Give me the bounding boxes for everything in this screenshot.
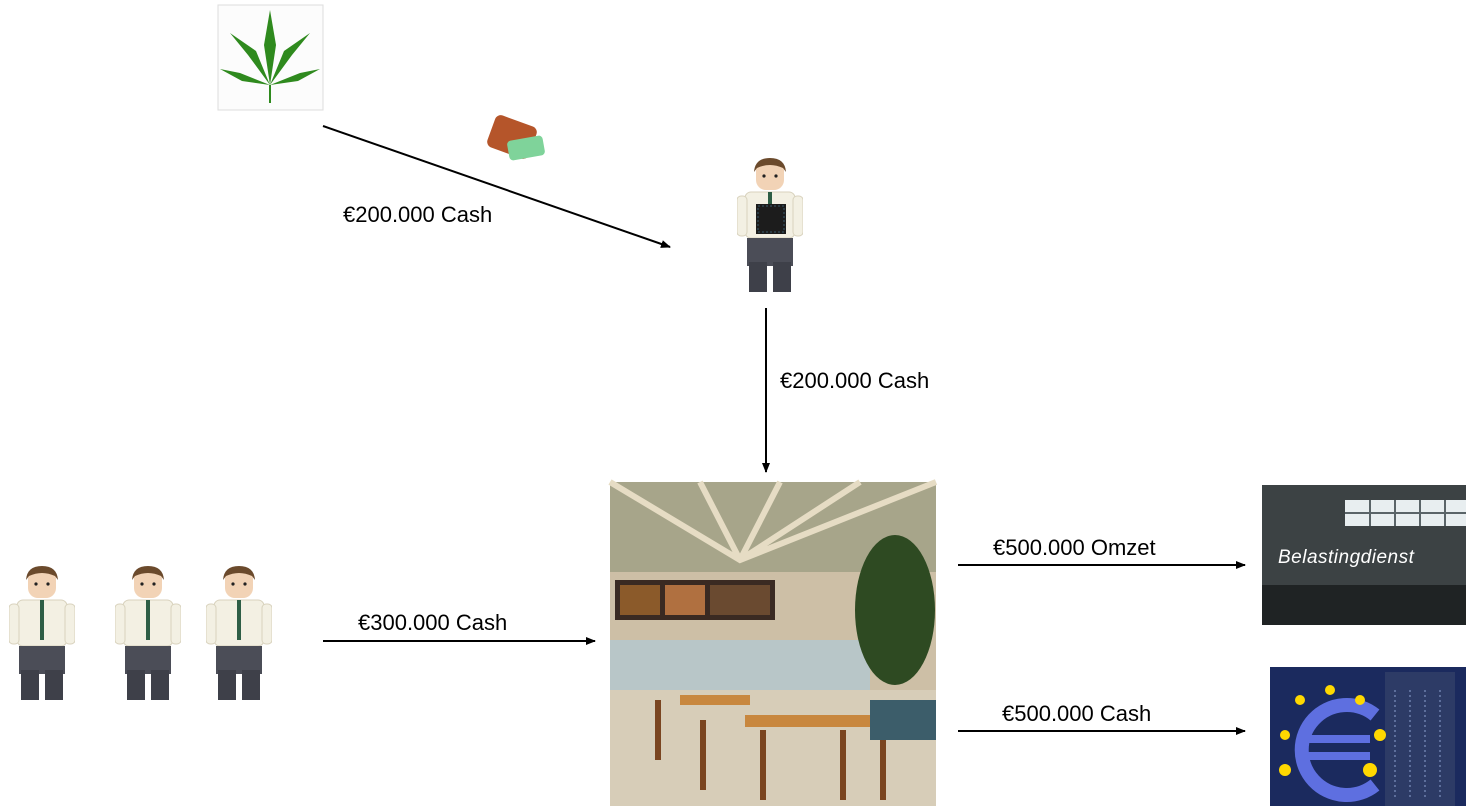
customers (9, 566, 272, 700)
edge-label: €500.000 Cash (1002, 701, 1151, 726)
tax-office-label: Belastingdienst (1278, 547, 1415, 568)
dealer-figure (737, 158, 803, 292)
ecb-image (1270, 667, 1466, 806)
edge-label: €200.000 Cash (780, 368, 929, 393)
edge-label: €500.000 Omzet (993, 535, 1156, 560)
restaurant-image (608, 479, 938, 806)
tax-office-image: Belastingdienst (1262, 485, 1466, 625)
edge-label: €300.000 Cash (358, 610, 507, 635)
arrow (322, 125, 671, 248)
arrows (322, 125, 1246, 735)
leaf-image (217, 4, 324, 111)
edge-label: €200.000 Cash (343, 202, 492, 227)
wallet-icon (487, 115, 545, 161)
